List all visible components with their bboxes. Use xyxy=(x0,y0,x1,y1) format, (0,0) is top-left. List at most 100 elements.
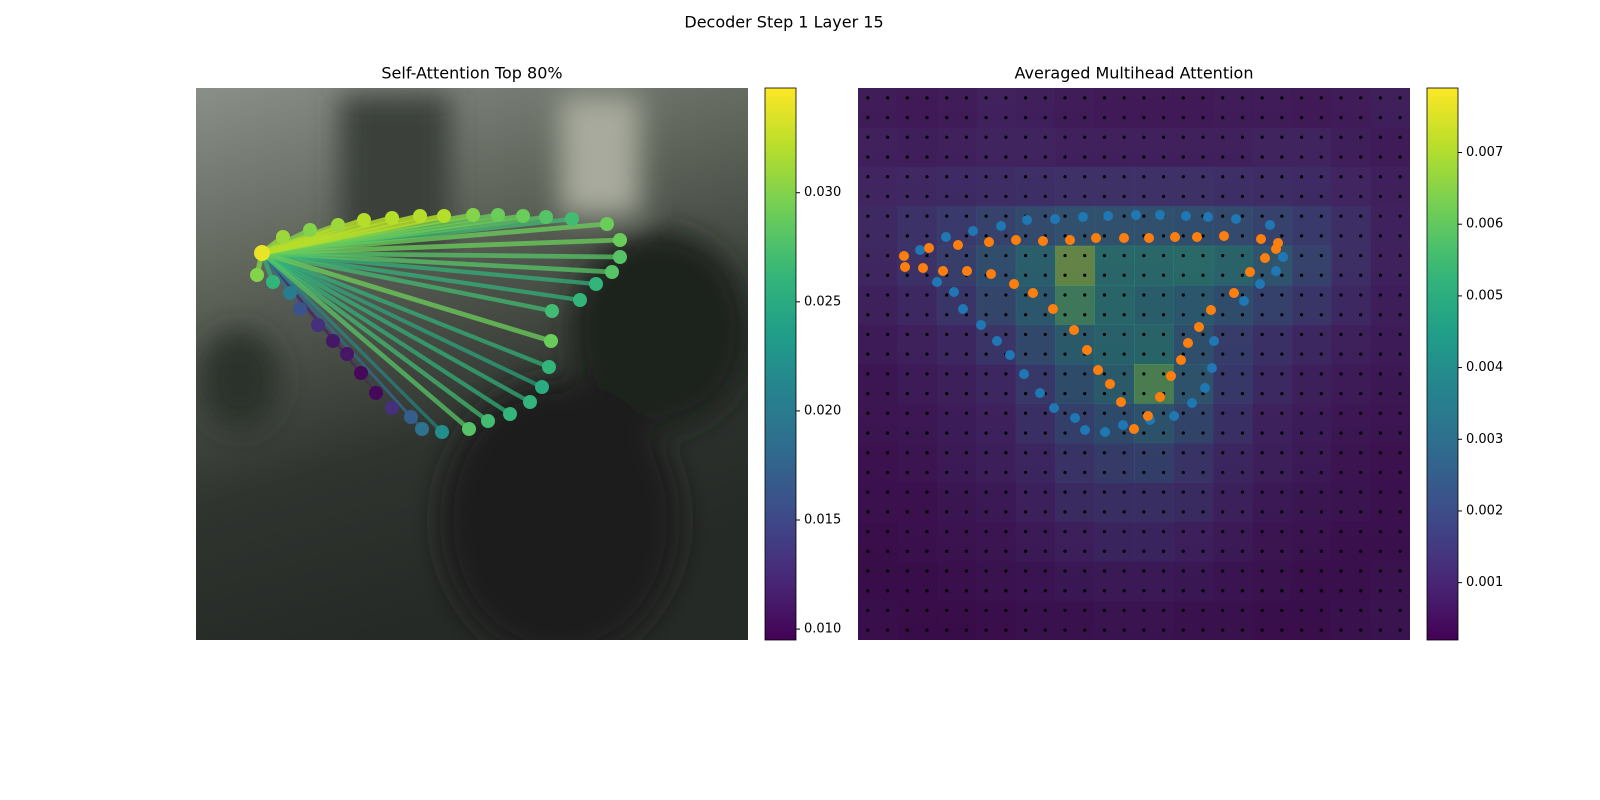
grid-dot xyxy=(1161,332,1166,337)
grid-dot xyxy=(925,135,929,139)
heatmap-cell xyxy=(1252,521,1293,562)
grid-dot xyxy=(1378,115,1383,120)
keypoint xyxy=(369,386,383,400)
grid-dot xyxy=(1240,135,1245,139)
keypoint xyxy=(1170,232,1180,242)
grid-dot xyxy=(1398,608,1402,613)
heatmap-cell xyxy=(936,245,977,286)
grid-dot xyxy=(866,234,870,238)
grid-dot xyxy=(1378,411,1383,415)
keypoint xyxy=(535,380,549,394)
colorbar-tick-label: 0.030 xyxy=(804,185,841,200)
heatmap-cell xyxy=(1134,561,1174,602)
colorbar-tick-label: 0.004 xyxy=(1466,360,1503,375)
heatmap-cell xyxy=(1291,245,1332,286)
heatmap-cell xyxy=(1252,442,1293,483)
grid-dot xyxy=(1102,569,1107,573)
keypoint xyxy=(1203,212,1213,222)
grid-dot xyxy=(1398,628,1402,632)
grid-dot xyxy=(1260,273,1264,277)
grid-dot xyxy=(1280,569,1284,573)
grid-dot xyxy=(1378,155,1383,159)
heatmap-cell xyxy=(1055,600,1096,640)
grid-dot xyxy=(1043,273,1047,277)
grid-dot xyxy=(1398,490,1402,494)
grid-dot xyxy=(1043,194,1047,199)
grid-dot xyxy=(1280,431,1284,435)
heatmap-cell xyxy=(1291,521,1332,562)
grid-dot xyxy=(1063,313,1067,317)
grid-dot xyxy=(1122,608,1126,613)
heatmap-cell xyxy=(1212,561,1253,602)
grid-dot xyxy=(1299,529,1304,534)
heatmap-cell xyxy=(1370,403,1410,444)
heatmap-cell xyxy=(976,364,1017,404)
grid-dot xyxy=(1319,273,1323,277)
grid-dot xyxy=(1122,529,1126,534)
grid-dot xyxy=(905,194,909,199)
grid-dot xyxy=(905,214,909,218)
heatmap-cell xyxy=(1291,88,1332,128)
keypoint xyxy=(1119,233,1129,243)
grid-dot xyxy=(1161,234,1166,238)
grid-dot xyxy=(1280,155,1284,159)
keypoint xyxy=(899,251,909,261)
grid-dot xyxy=(1359,194,1363,199)
grid-dot xyxy=(1299,313,1304,317)
heatmap-cell xyxy=(1173,285,1214,326)
grid-dot xyxy=(1319,628,1323,632)
grid-dot xyxy=(1122,214,1126,218)
grid-dot xyxy=(945,569,949,573)
keypoint xyxy=(941,232,951,242)
grid-dot xyxy=(1240,589,1245,593)
grid-dot xyxy=(1359,155,1363,159)
grid-dot xyxy=(1023,135,1028,139)
grid-dot xyxy=(1398,470,1402,475)
grid-dot xyxy=(1240,391,1245,396)
grid-dot xyxy=(1398,175,1402,179)
grid-dot xyxy=(1161,96,1166,100)
grid-dot xyxy=(866,549,870,553)
grid-dot xyxy=(1161,194,1166,199)
grid-dot xyxy=(866,352,870,356)
grid-dot xyxy=(984,115,988,120)
grid-dot xyxy=(1122,293,1126,297)
keypoint xyxy=(1245,267,1255,277)
grid-dot xyxy=(1319,411,1323,415)
grid-dot xyxy=(1398,451,1402,455)
grid-dot xyxy=(866,194,870,199)
keypoint xyxy=(1194,322,1204,332)
grid-dot xyxy=(1280,628,1284,632)
grid-dot xyxy=(1221,391,1225,396)
grid-dot xyxy=(1260,549,1264,553)
grid-dot xyxy=(964,529,969,534)
heatmap-cell xyxy=(1094,482,1135,523)
heatmap-cell xyxy=(1015,403,1056,444)
attention-edge xyxy=(259,250,472,432)
grid-dot xyxy=(1240,155,1245,159)
grid-dot xyxy=(1221,510,1225,514)
heatmap-cell xyxy=(1173,403,1214,444)
grid-dot xyxy=(885,234,890,238)
grid-dot xyxy=(1299,510,1304,514)
grid-dot xyxy=(1339,589,1343,593)
grid-dot xyxy=(866,332,870,337)
grid-dot xyxy=(1102,628,1107,632)
grid-dot xyxy=(1181,529,1185,534)
heatmap-cell xyxy=(897,364,938,404)
grid-dot xyxy=(1161,293,1166,297)
grid-dot xyxy=(964,234,969,238)
grid-dot xyxy=(925,451,929,455)
grid-dot xyxy=(1102,273,1107,277)
grid-dot xyxy=(1083,451,1087,455)
grid-dot xyxy=(1240,96,1245,100)
grid-dot xyxy=(1043,608,1047,613)
heatmap-cell xyxy=(1291,206,1332,247)
grid-dot xyxy=(1063,352,1067,356)
grid-dot xyxy=(1023,549,1028,553)
keypoint xyxy=(1022,215,1032,225)
grid-dot xyxy=(1102,234,1107,238)
grid-dot xyxy=(1004,313,1008,317)
grid-dot xyxy=(1260,352,1264,356)
grid-dot xyxy=(945,352,949,356)
